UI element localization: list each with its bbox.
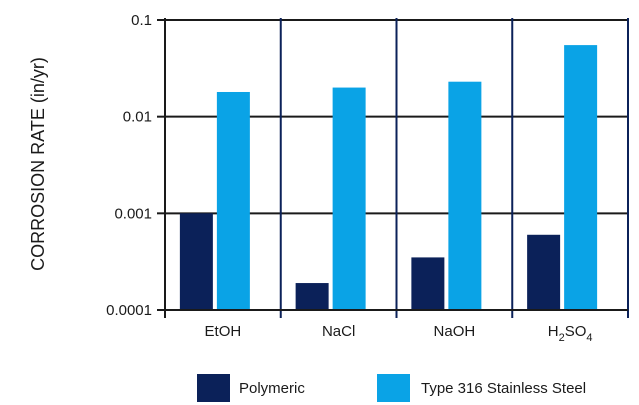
bar-polymeric: [179, 213, 213, 310]
bar-stainless-steel: [564, 45, 598, 311]
bar-polymeric: [295, 283, 329, 310]
y-tick-label: 0.01: [123, 109, 152, 126]
x-tick-labels: EtOH NaCl NaOH H2SO4: [205, 323, 593, 344]
bar-stainless-steel: [216, 91, 250, 310]
x-tick-label: NaOH: [434, 323, 476, 340]
y-tick-label: 0.001: [114, 205, 152, 222]
bar-stainless-steel: [332, 87, 366, 310]
x-tick-label: NaCl: [322, 323, 355, 340]
axes: [164, 18, 628, 318]
y-tick-label: 0.0001: [106, 302, 152, 319]
legend-label: Polymeric: [239, 380, 305, 397]
bar-polymeric: [527, 234, 561, 310]
legend-label: Type 316 Stainless Steel: [421, 380, 586, 397]
y-axis-label: CORROSION RATE (in/yr): [28, 57, 48, 271]
bar-stainless-steel: [448, 81, 482, 310]
bars: [179, 45, 598, 311]
legend-swatch: [197, 374, 230, 402]
y-tick-labels: 0.1 0.01 0.001 0.0001: [106, 12, 165, 319]
legend-swatch: [377, 374, 410, 402]
x-tick-label: H2SO4: [548, 323, 593, 344]
x-tick-label: EtOH: [205, 323, 242, 340]
bar-polymeric: [411, 257, 445, 310]
y-tick-label: 0.1: [131, 12, 152, 29]
legend: Polymeric Type 316 Stainless Steel: [197, 374, 586, 402]
